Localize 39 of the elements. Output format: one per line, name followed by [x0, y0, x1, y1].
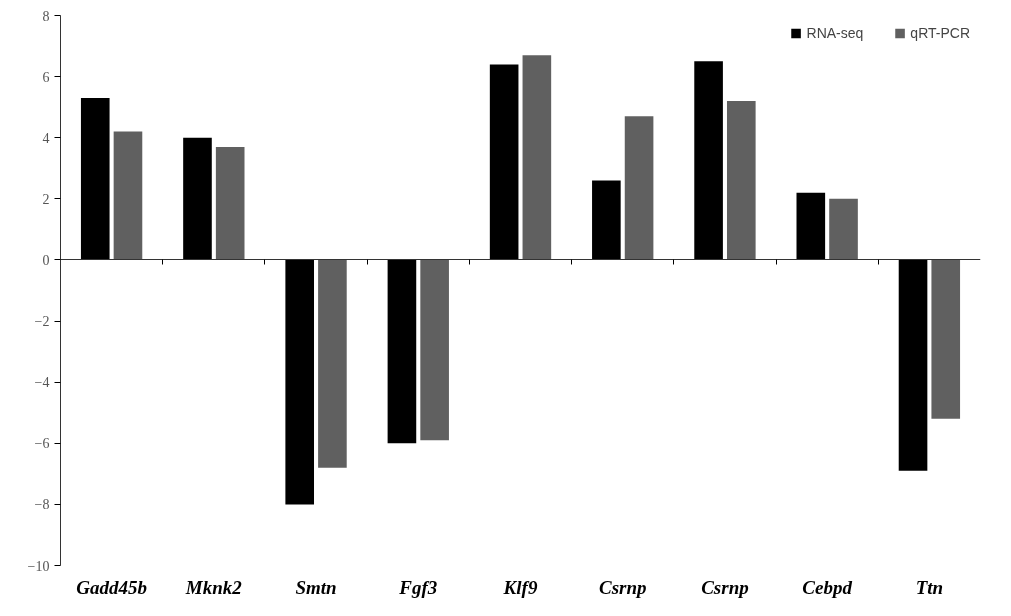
x-tick-label: Csrnp [701, 576, 749, 598]
y-tick-label: −6 [34, 436, 50, 452]
x-tick-label: Smtn [295, 576, 337, 598]
bar [489, 64, 519, 260]
y-tick-label: 8 [42, 8, 50, 24]
y-tick-label: 0 [42, 252, 50, 268]
x-tick-label: Fgf3 [398, 576, 438, 598]
y-tick-label: −4 [34, 375, 50, 391]
y-tick-label: −10 [27, 558, 50, 574]
bar [592, 180, 621, 260]
x-tick-label: Mknk2 [184, 576, 243, 598]
bar [183, 137, 212, 260]
bar [898, 259, 928, 471]
y-tick-label: 2 [42, 191, 50, 207]
x-tick-label: Gadd45b [76, 576, 147, 598]
bar [726, 101, 756, 260]
bar [420, 259, 449, 441]
bar [215, 146, 245, 260]
bar [694, 61, 723, 260]
bar [931, 259, 961, 419]
x-tick-label: Cebpd [802, 576, 853, 598]
x-tick-label: Ttn [915, 576, 944, 598]
bar [80, 98, 110, 260]
bar [113, 131, 143, 260]
y-tick-label: 4 [42, 130, 50, 146]
bar [285, 259, 315, 505]
bar [624, 116, 654, 260]
legend-label: qRT-PCR [910, 25, 970, 41]
bar [318, 259, 347, 468]
x-tick-label: Klf9 [502, 576, 538, 598]
legend-label: RNA-seq [806, 25, 864, 41]
bar [522, 55, 552, 260]
bar [387, 259, 417, 444]
y-tick-label: −8 [34, 497, 50, 513]
bar [796, 192, 826, 260]
y-tick-label: −2 [34, 314, 50, 330]
bar [829, 198, 858, 260]
x-tick-label: Csrnp [598, 576, 647, 598]
y-tick-label: 6 [42, 69, 50, 85]
